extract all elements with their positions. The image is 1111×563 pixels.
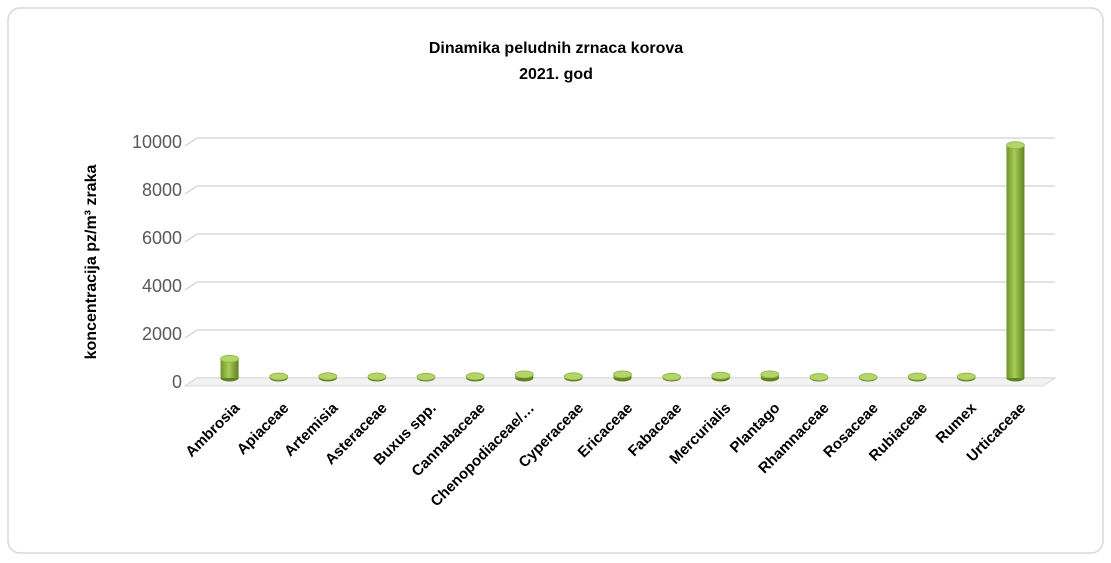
y-tick-label: 8000 (142, 180, 182, 200)
bar-top (711, 371, 731, 380)
chart-border (7, 7, 1104, 554)
bar-top (514, 370, 534, 379)
bar-top (220, 354, 239, 363)
y-tick-label: 6000 (142, 228, 182, 248)
bar (220, 358, 239, 378)
chart-subtitle: 2021. god (519, 66, 593, 83)
grid-depth (184, 281, 198, 291)
grid-depth (184, 137, 198, 147)
bar-top (809, 373, 829, 381)
bar-top (907, 372, 927, 381)
bar-top (367, 372, 387, 381)
chart-title: Dinamika peludnih zrnaca korova (429, 40, 683, 57)
y-tick-label: 2000 (142, 324, 182, 344)
bar-top (416, 372, 436, 381)
y-tick-label: 4000 (142, 276, 182, 296)
bar-top (613, 370, 632, 379)
y-tick-label: 10000 (132, 132, 182, 152)
bar-top (858, 373, 878, 381)
bar-top (465, 372, 485, 381)
bar-top (956, 372, 976, 381)
grid-depth (184, 329, 198, 339)
y-tick-label: 0 (172, 372, 182, 392)
grid-depth (184, 185, 198, 195)
bar-top (563, 372, 583, 381)
bar-top (760, 370, 780, 379)
bar-top (1006, 141, 1025, 150)
bar-top (318, 372, 338, 381)
bar (1006, 145, 1025, 378)
bar-top (269, 372, 289, 381)
bar-top (662, 372, 682, 381)
y-axis-label: koncentracija pz/m³ zraka (83, 165, 100, 360)
grid-depth (184, 233, 198, 243)
